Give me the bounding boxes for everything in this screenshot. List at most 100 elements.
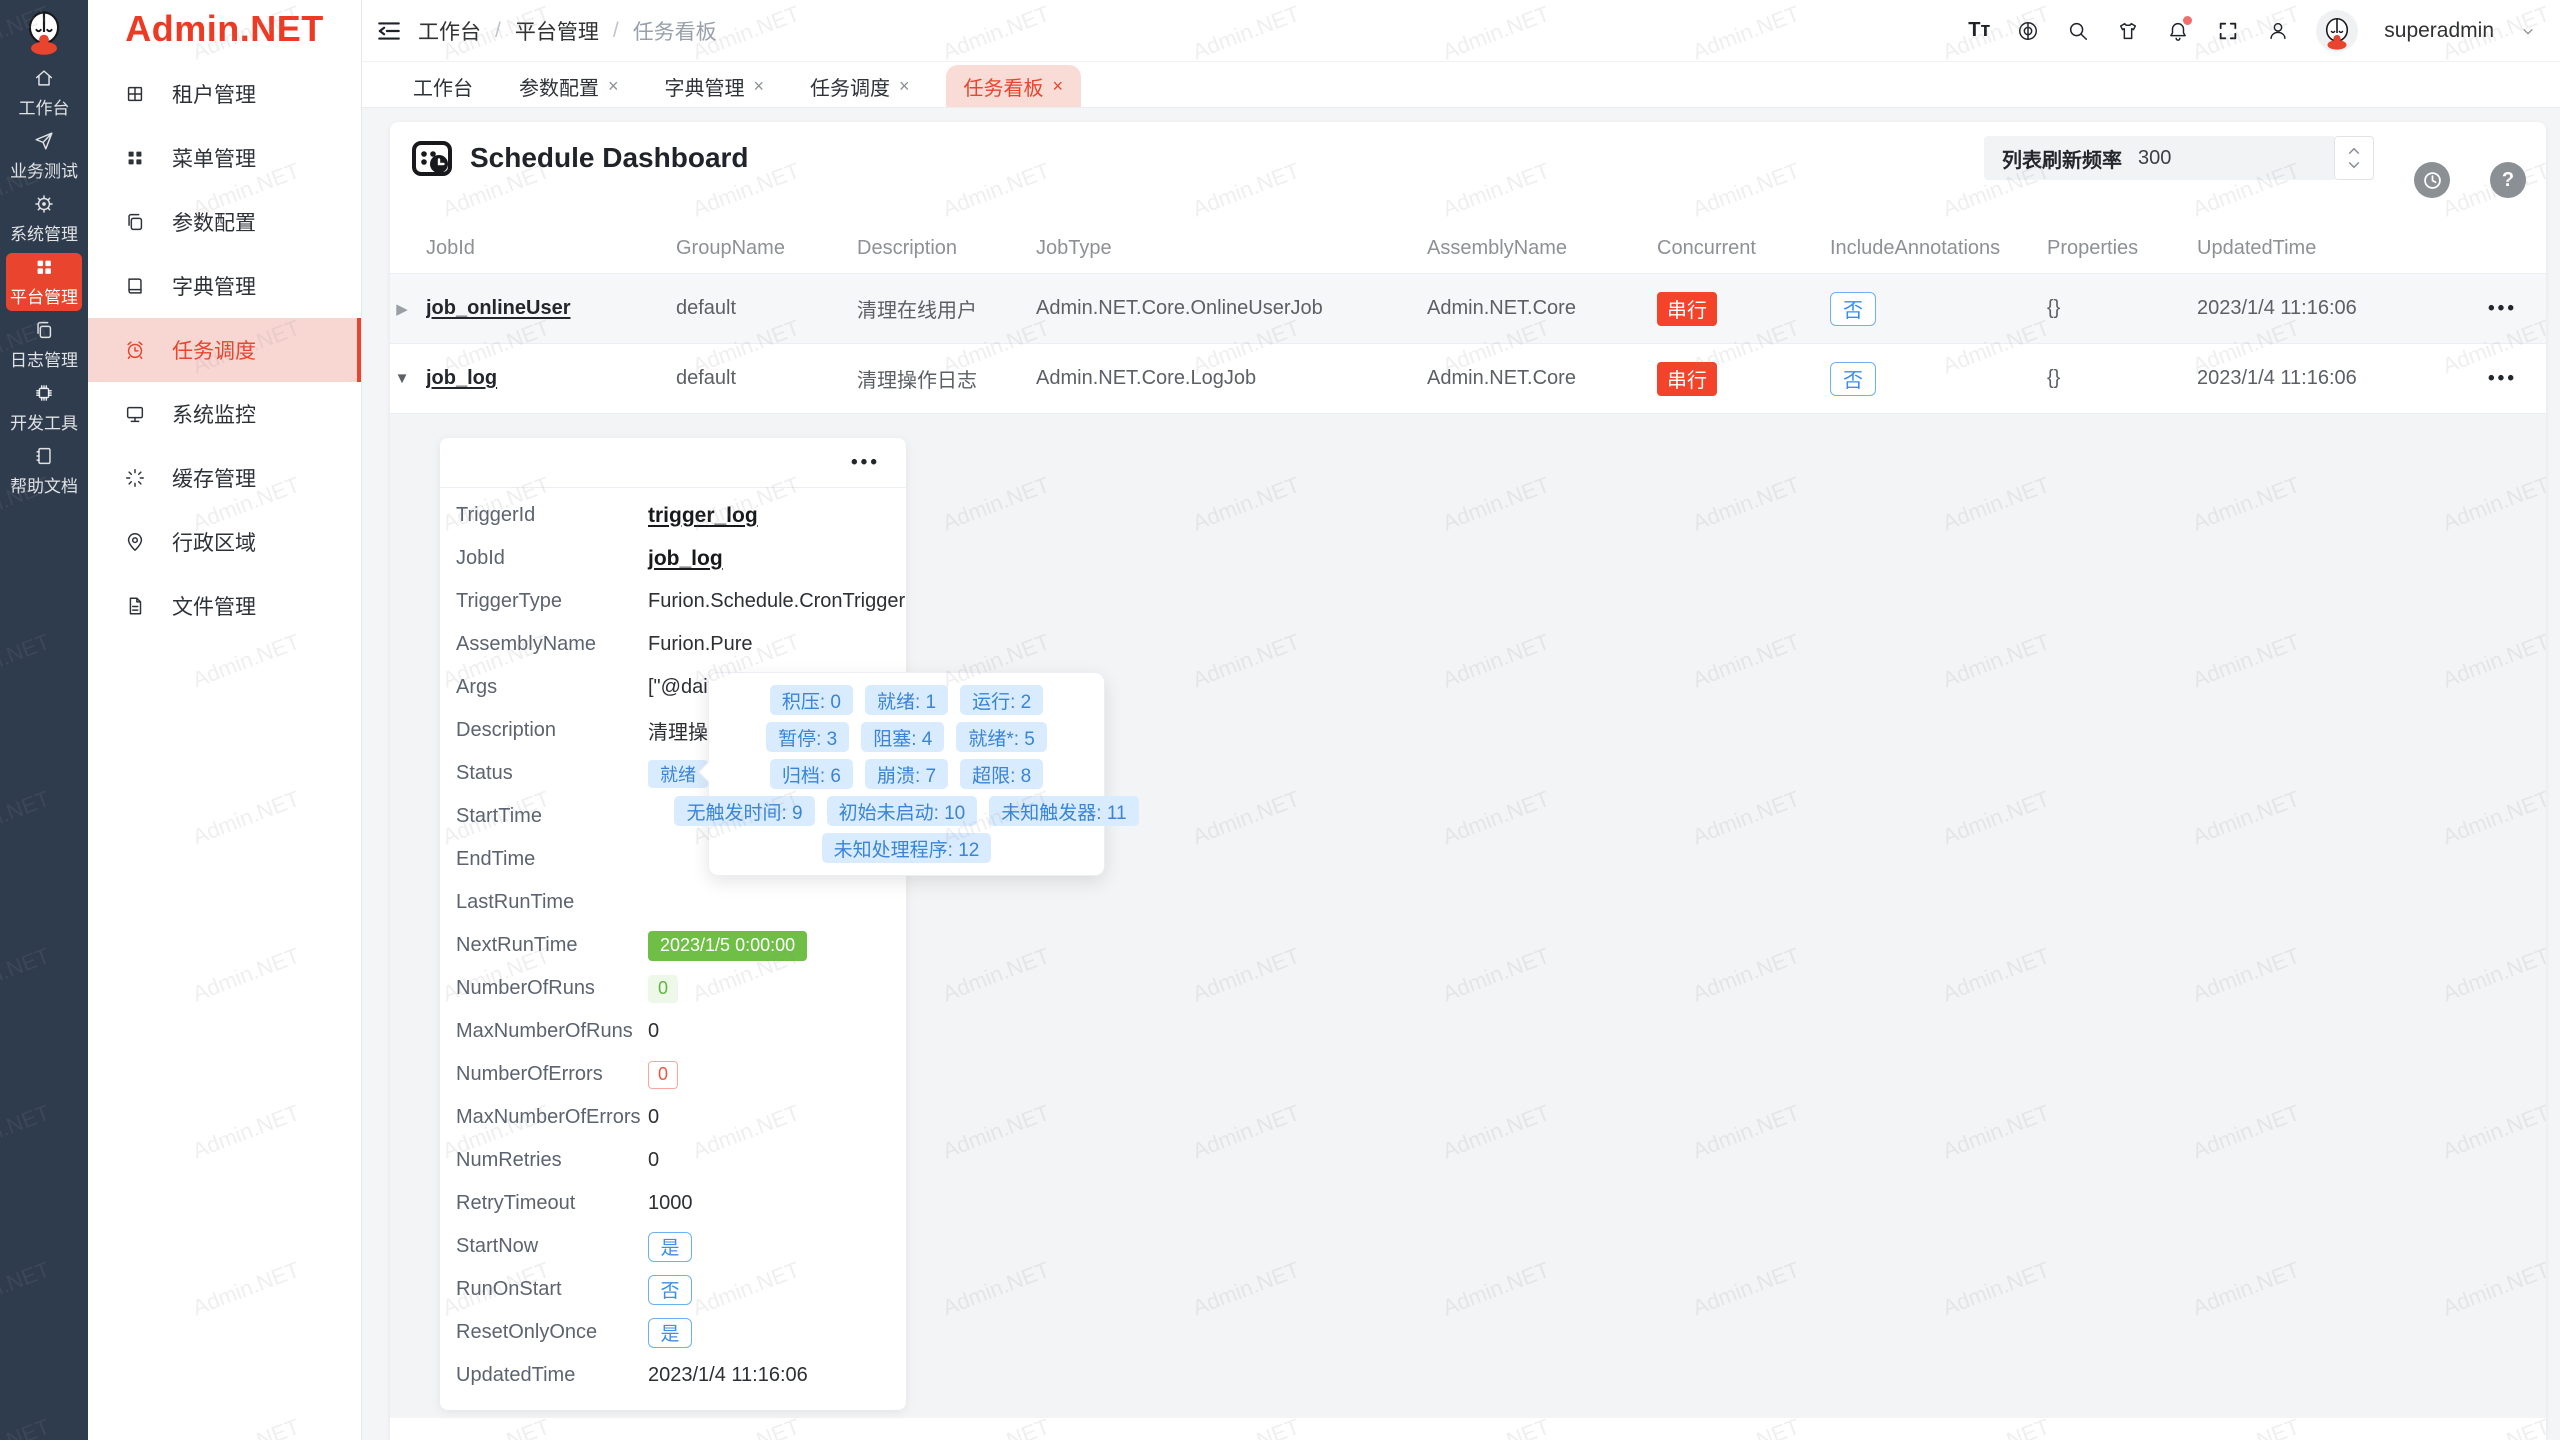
detail-row: TriggerType Furion.Schedule.CronTrigger — [456, 590, 906, 612]
sidebar: Admin.NET 租户管理 菜单管理 参数配置 字典管理 任务调度 — [88, 0, 362, 1440]
sidebar-item-label: 任务调度 — [172, 340, 256, 363]
sidebar-item-label: 缓存管理 — [172, 468, 256, 491]
table-row[interactable]: ▶ job_onlineUser default 清理在线用户 Admin.NE… — [390, 274, 2546, 344]
profile-person-icon[interactable] — [2266, 19, 2290, 43]
monitor-icon — [126, 406, 144, 423]
menu-fold-icon[interactable] — [376, 18, 402, 44]
collapse-arrow-icon[interactable]: ▼ — [394, 370, 410, 387]
sidebar-item-system-monitor[interactable]: 系统监控 — [88, 382, 361, 446]
col-header[interactable]: Concurrent — [1657, 237, 1756, 259]
search-icon[interactable] — [2066, 19, 2090, 43]
chevron-down-icon[interactable] — [2520, 23, 2536, 39]
sidebar-item-cache-admin[interactable]: 缓存管理 — [88, 446, 361, 510]
sidebar-item-label: 字典管理 — [172, 276, 256, 299]
rail-item-system-admin[interactable]: 系统管理 — [6, 190, 82, 248]
sidebar-item-label: 文件管理 — [172, 596, 256, 619]
status-legend-badge: 崩溃: 7 — [864, 759, 949, 789]
left-rail: 工作台 业务测试 系统管理 平台管理 日志管理 开发工具 帮助文档 — [0, 0, 88, 1440]
detail-row: ResetOnlyOnce 是 — [440, 1311, 906, 1354]
timer-clock-button[interactable] — [2414, 162, 2450, 198]
rail-item-dev-tools[interactable]: 开发工具 — [6, 379, 82, 437]
tab-workbench[interactable]: 工作台 — [403, 65, 483, 107]
rail-item-platform-admin[interactable]: 平台管理 — [6, 253, 82, 311]
cell-group: default — [676, 367, 737, 389]
notification-bell-icon[interactable] — [2166, 15, 2193, 43]
sidebar-item-dict-admin[interactable]: 字典管理 — [88, 254, 361, 318]
status-legend-badge: 暂停: 3 — [766, 722, 850, 752]
refresh-rate-value[interactable]: 300 — [2138, 146, 2172, 169]
detail-row: MaxNumberOfRuns 0 — [456, 1020, 660, 1042]
status-legend-badge: 初始未启动: 10 — [826, 796, 978, 826]
sidebar-item-admin-region[interactable]: 行政区域 — [88, 510, 361, 574]
close-icon[interactable]: × — [608, 76, 619, 96]
close-icon[interactable]: × — [1052, 76, 1064, 96]
job-id-link[interactable]: job_log — [648, 546, 723, 570]
close-icon[interactable]: × — [899, 76, 910, 96]
sidebar-item-menu-admin[interactable]: 菜单管理 — [88, 126, 361, 190]
sidebar-item-task-schedule[interactable]: 任务调度 — [88, 318, 361, 382]
col-header[interactable]: GroupName — [676, 237, 785, 259]
sidebar-item-file-admin[interactable]: 文件管理 — [88, 574, 361, 638]
detail-row: RetryTimeout 1000 — [456, 1192, 693, 1214]
rail-item-label: 帮助文档 — [10, 477, 78, 496]
brand-logo[interactable]: Admin.NET — [125, 8, 324, 49]
rail-item-workbench[interactable]: 工作台 — [6, 64, 82, 122]
tab-dict-admin[interactable]: 字典管理 × — [655, 65, 775, 107]
status-legend-badge: 就绪*: 5 — [956, 722, 1047, 752]
detail-card-header: ••• — [440, 438, 906, 488]
rail-item-help-docs[interactable]: 帮助文档 — [6, 442, 82, 500]
col-header[interactable]: JobId — [426, 237, 475, 259]
theme-shirt-icon[interactable] — [2116, 19, 2140, 43]
col-header[interactable]: UpdatedTime — [2197, 237, 2317, 259]
table-row[interactable]: ▼ job_log default 清理操作日志 Admin.NET.Core.… — [390, 344, 2546, 414]
job-id-link[interactable]: job_onlineUser — [426, 297, 571, 319]
col-header[interactable]: IncludeAnnotations — [1830, 237, 2001, 259]
status-legend-badge: 归档: 6 — [769, 759, 853, 789]
fullscreen-icon[interactable] — [2216, 19, 2240, 43]
breadcrumb-item[interactable]: 平台管理 — [514, 20, 599, 44]
col-header[interactable]: Properties — [2047, 237, 2139, 259]
trigger-id-link[interactable]: trigger_log — [648, 503, 758, 527]
refresh-rate-input[interactable]: 列表刷新频率 300 — [1984, 136, 2334, 180]
number-stepper[interactable] — [2334, 136, 2374, 180]
topbar: 工作台 / 平台管理 / 任务看板 Tт superadmin — [362, 0, 2560, 62]
sidebar-item-label: 租户管理 — [172, 84, 256, 107]
schedule-dashboard-icon — [412, 141, 452, 176]
status-legend-tooltip: 积压: 0 就绪: 1 运行: 2 暂停: 3 阻塞: 4 就绪*: 5 归档:… — [674, 672, 1139, 876]
tab-task-dashboard[interactable]: 任务看板 × — [945, 65, 1082, 107]
col-header[interactable]: JobType — [1036, 237, 1112, 259]
col-header[interactable]: AssemblyName — [1427, 237, 1568, 259]
sidebar-item-tenant[interactable]: 租户管理 — [88, 62, 361, 126]
job-id-link[interactable]: job_log — [426, 367, 498, 389]
row-more-button[interactable]: ••• — [2488, 367, 2517, 389]
run-on-start-badge: 否 — [648, 1274, 692, 1305]
detail-row: TriggerId trigger_log — [456, 503, 758, 527]
detail-more-button[interactable]: ••• — [851, 451, 880, 473]
rail-item-log-admin[interactable]: 日志管理 — [6, 316, 82, 374]
rail-item-business-test[interactable]: 业务测试 — [6, 127, 82, 185]
cell-assembly: Admin.NET.Core — [1427, 367, 1576, 389]
username[interactable]: superadmin — [2384, 18, 2494, 42]
help-button[interactable]: ? — [2490, 162, 2526, 198]
sidebar-item-param-config[interactable]: 参数配置 — [88, 190, 361, 254]
row-more-button[interactable]: ••• — [2488, 297, 2517, 319]
refresh-rate-label: 列表刷新频率 — [2002, 149, 2122, 172]
detail-row: RunOnStart 否 — [440, 1268, 906, 1311]
app-logo-icon[interactable] — [18, 6, 70, 58]
detail-row: JobId job_log — [456, 546, 723, 570]
tabbar: 工作台 参数配置 × 字典管理 × 任务调度 × 任务看板 × — [362, 62, 2560, 108]
avatar[interactable] — [2316, 9, 2359, 52]
tab-param-config[interactable]: 参数配置 × — [509, 65, 629, 107]
close-icon[interactable]: × — [753, 76, 765, 96]
breadcrumb-item[interactable]: 工作台 — [418, 20, 481, 44]
detail-row: MaxNumberOfErrors 0 — [456, 1106, 660, 1128]
expand-arrow-icon[interactable]: ▶ — [396, 300, 408, 318]
rail-item-label: 系统管理 — [10, 225, 78, 244]
font-size-icon[interactable]: Tт — [1968, 19, 1991, 41]
tab-task-schedule[interactable]: 任务调度 × — [800, 65, 920, 107]
status-badge[interactable]: 就绪 — [648, 759, 708, 788]
tab-label: 参数配置 — [519, 77, 599, 100]
language-icon[interactable] — [2016, 19, 2040, 43]
detail-row: StartTime — [456, 805, 542, 827]
col-header[interactable]: Description — [857, 237, 958, 259]
